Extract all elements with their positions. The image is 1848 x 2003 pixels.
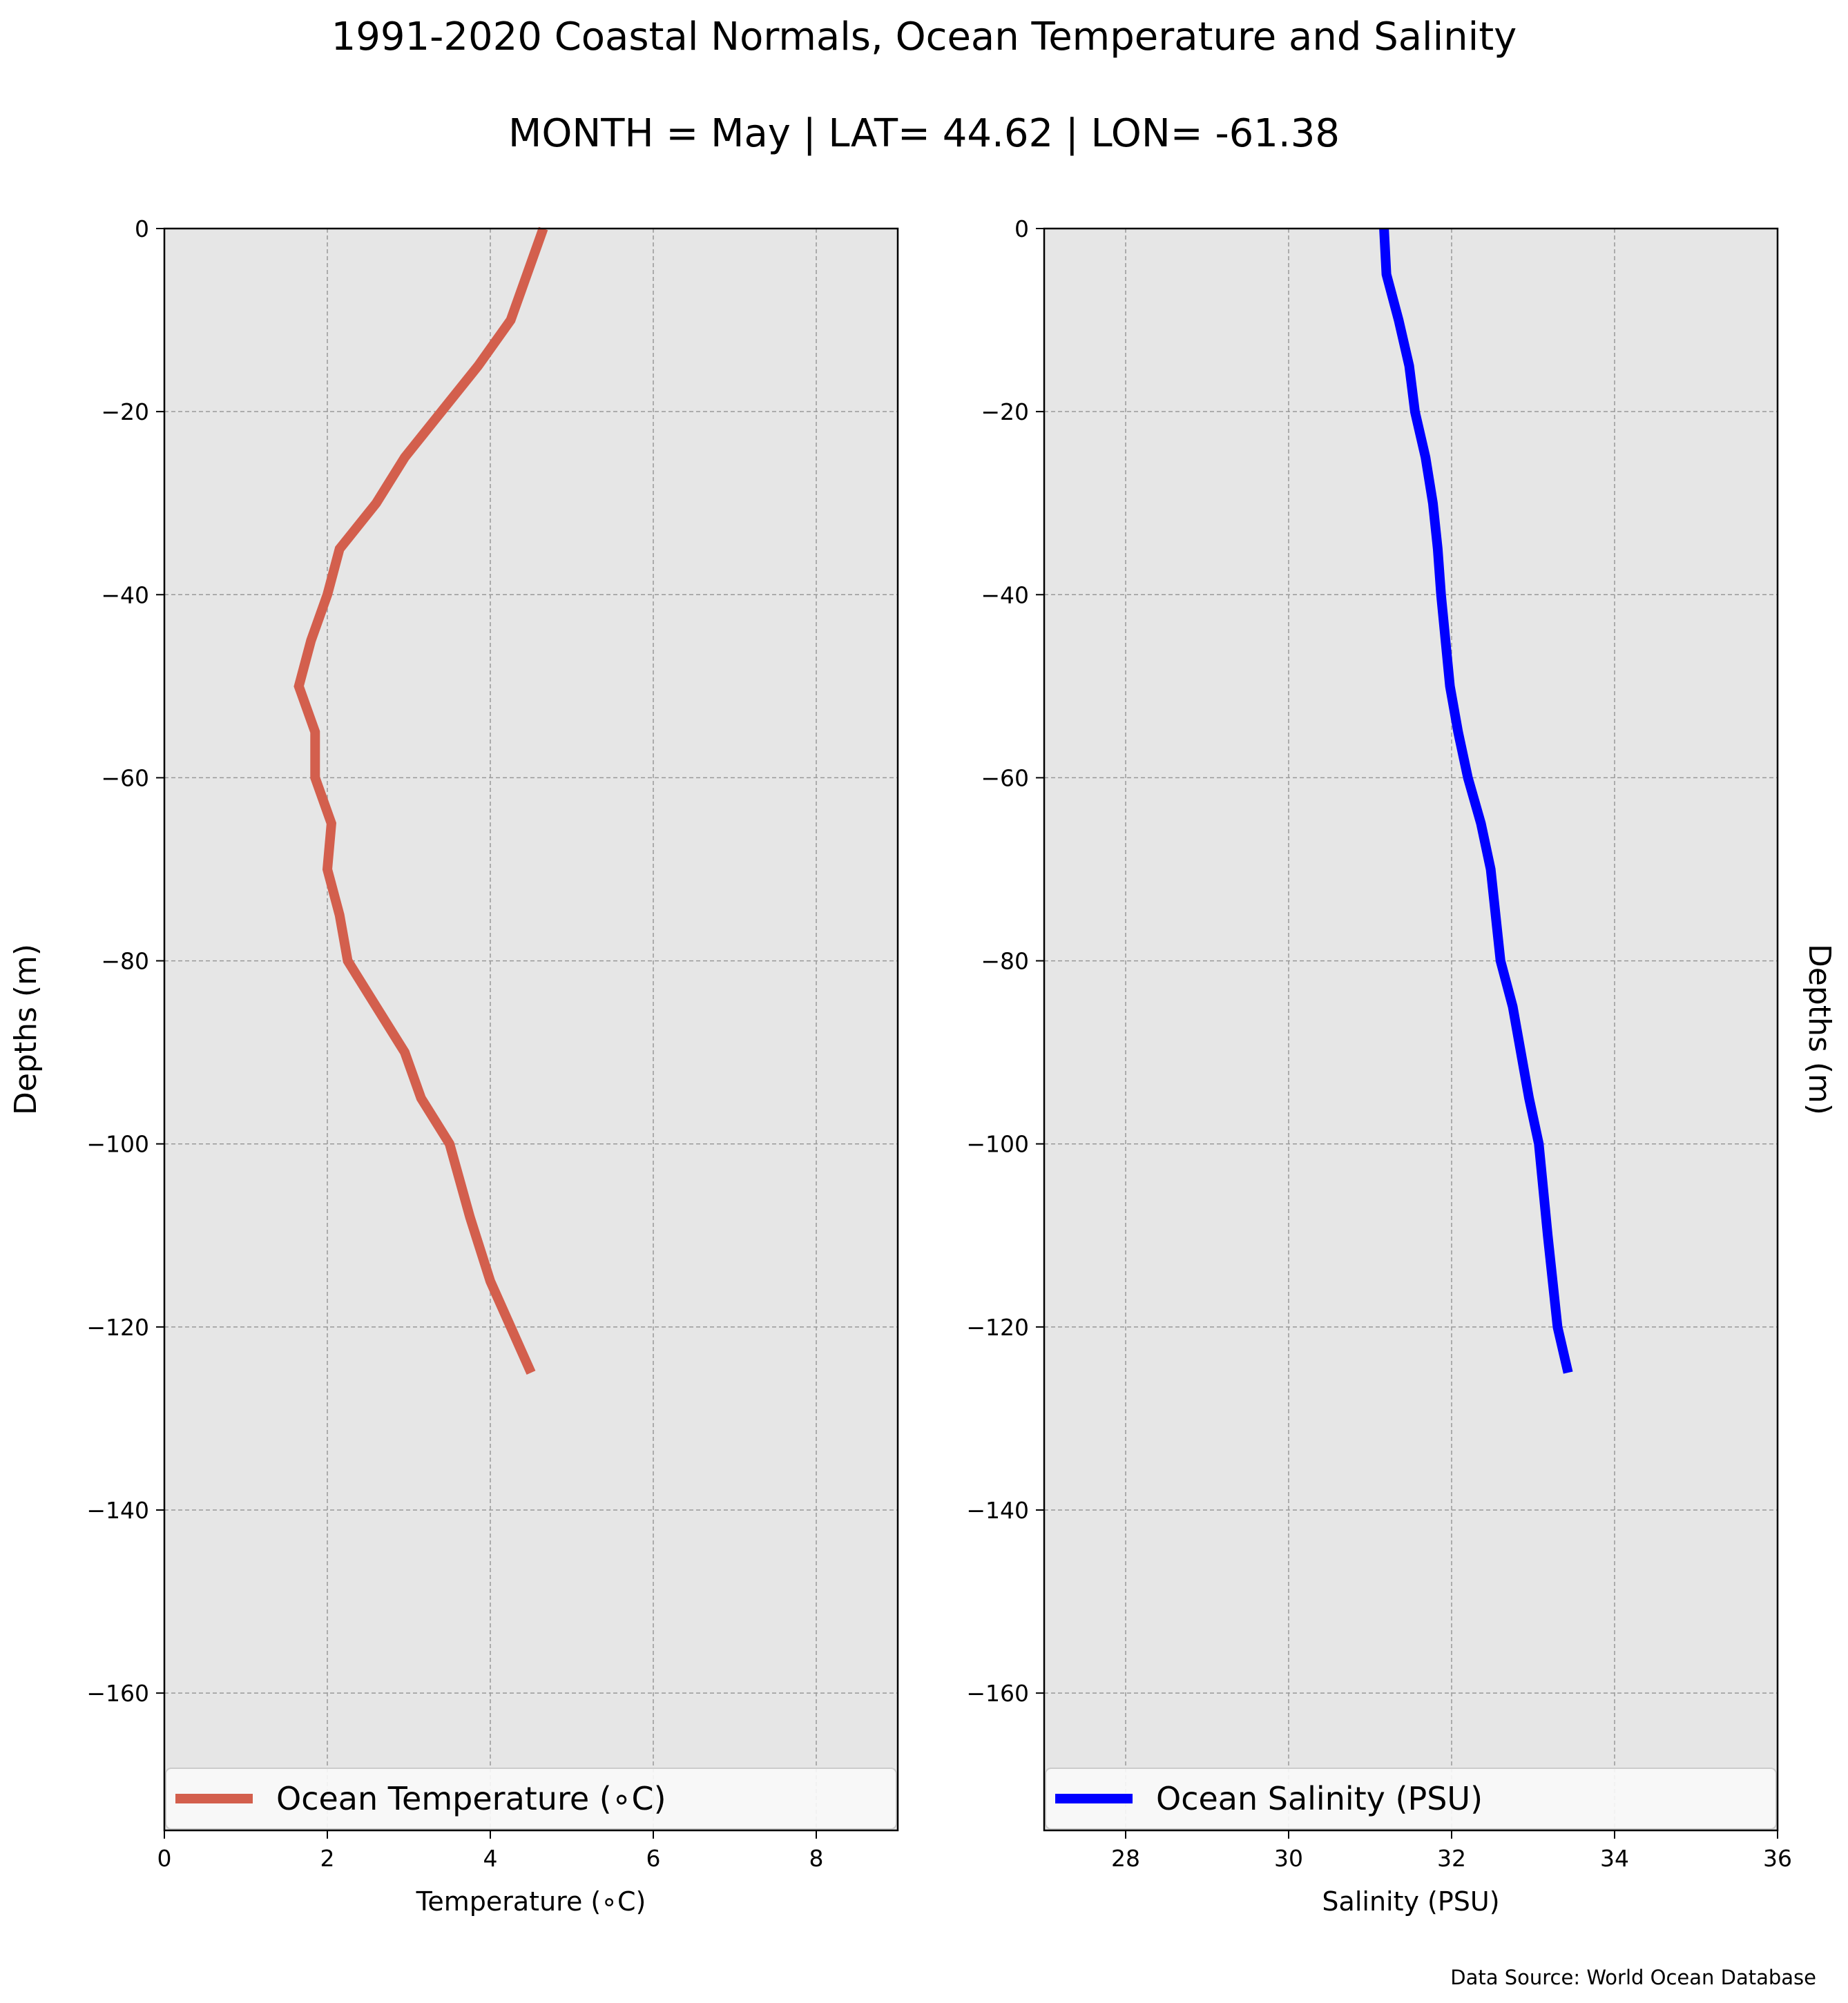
temperature-y-tick-label: −40 [101,581,149,608]
temperature-plot-area [164,229,898,1830]
temperature-y-tick-label: −80 [101,948,149,975]
temperature-x-tick-label: 0 [157,1845,172,1872]
salinity-x-tick-label: 34 [1600,1845,1629,1872]
temperature-legend [165,1768,897,1830]
subplots: Ocean Temperature (∘C) 0 2 4 6 8 0 −20 −40 −60 −80… [8,215,1837,1917]
temperature-x-tick-label: 4 [483,1845,498,1872]
salinity-plot: Ocean Salinity (PSU) 28 30 32 34 36 0 −20 −40 −60… [966,215,1837,1917]
temperature-y-axis-label: Depths (m) [8,944,44,1115]
salinity-legend [1045,1768,1777,1830]
salinity-x-tick-label: 36 [1763,1845,1792,1872]
salinity-series-line [1379,228,1573,1374]
salinity-y-tick-label: −100 [966,1131,1029,1158]
salinity-x-tick-label: 28 [1111,1845,1140,1872]
temperature-y-tick-label: −120 [86,1314,149,1341]
salinity-x-axis-label: Salinity (PSU) [1322,1886,1499,1917]
data-source-note: Data Source: World Ocean Database [1450,1966,1816,1989]
temperature-y-tick-label: −60 [101,764,149,791]
temperature-x-axis-label: Temperature (∘C) [416,1886,646,1917]
chart-title: 1991-2020 Coastal Normals, Ocean Tempera… [331,14,1517,59]
temperature-plot: Ocean Temperature (∘C) 0 2 4 6 8 0 −20 −40 −60 −80… [8,215,899,1917]
temperature-series-line [293,226,548,1375]
temperature-legend-label: Ocean Temperature (∘C) [276,1780,666,1817]
temperature-y-tick-label: −160 [86,1680,149,1707]
salinity-axes-frame [1043,227,1779,1832]
temperature-y-tick-label: 0 [135,215,149,242]
salinity-y-tick-label: −160 [966,1680,1029,1707]
chart-subtitle: MONTH = May | LAT= 44.62 | LON= -61.38 [508,111,1340,156]
salinity-x-tick-label: 32 [1437,1845,1466,1872]
salinity-y-tick-label: −40 [981,581,1029,608]
salinity-y-tick-label: −140 [966,1497,1029,1524]
salinity-legend-label: Ocean Salinity (PSU) [1156,1780,1483,1817]
temperature-x-tick-label: 2 [320,1845,335,1872]
temperature-x-tick-label: 8 [809,1845,824,1872]
salinity-y-tick-label: 0 [1014,215,1029,242]
salinity-y-tick-label: −20 [981,398,1029,425]
temperature-y-tick-label: −100 [86,1131,149,1158]
temperature-axes-frame [163,227,899,1832]
salinity-y-tick-label: −80 [981,948,1029,975]
temperature-y-tick-label: −140 [86,1497,149,1524]
salinity-plot-area [1044,229,1778,1830]
salinity-y-tick-label: −60 [981,764,1029,791]
temperature-y-tick-label: −20 [101,398,149,425]
salinity-x-tick-label: 30 [1274,1845,1303,1872]
temperature-x-tick-label: 6 [646,1845,661,1872]
salinity-y-tick-label: −120 [966,1314,1029,1341]
salinity-y-axis-label: Depths (m) [1802,944,1837,1115]
